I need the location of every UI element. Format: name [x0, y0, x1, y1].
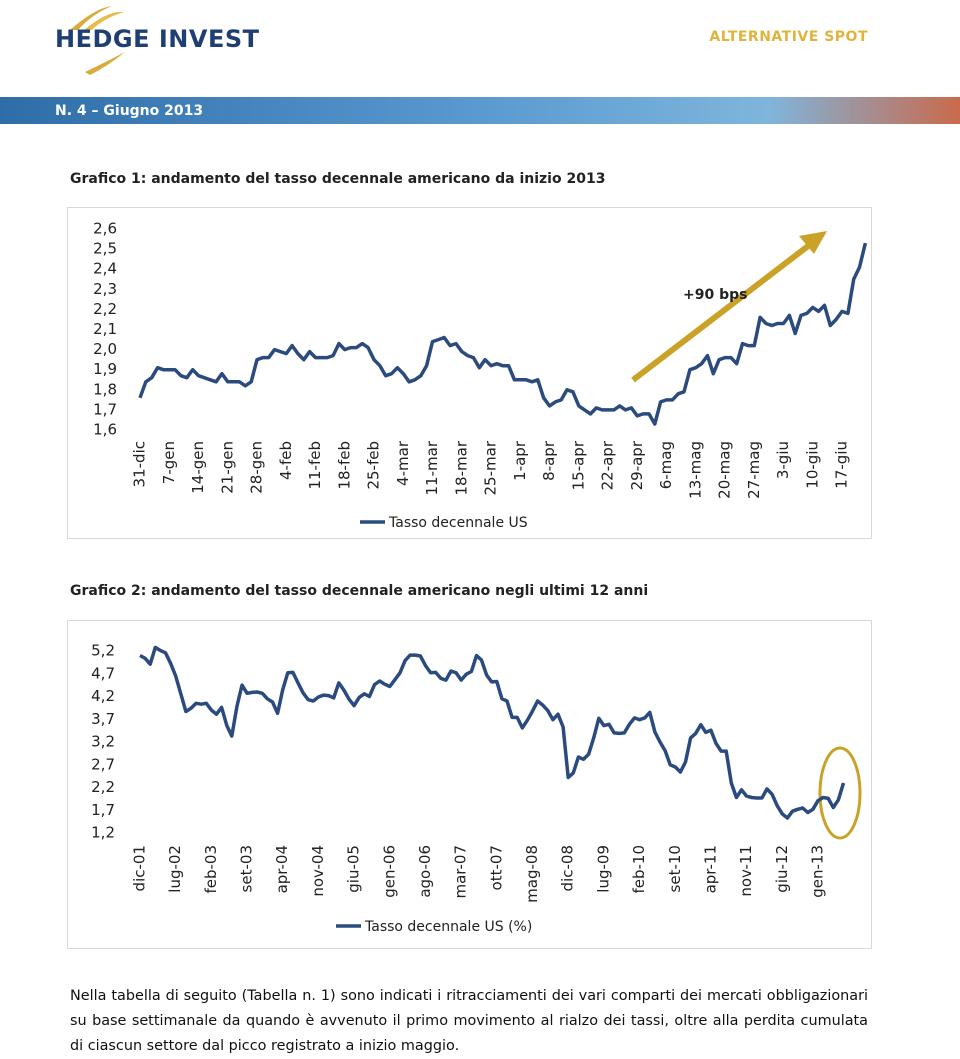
- x-tick-label: 6-mag: [657, 441, 675, 489]
- x-tick-label: 13-mag: [686, 441, 704, 499]
- x-tick-label: set-03: [238, 845, 256, 892]
- x-tick-label: apr-04: [273, 845, 291, 893]
- x-tick-label: 11-feb: [306, 441, 324, 490]
- y-tick-label: 1,9: [93, 360, 117, 378]
- y-tick-label: 2,1: [93, 320, 117, 338]
- y-tick-label: 2,2: [91, 778, 115, 796]
- chart-title: Grafico 2: andamento del tasso decennale…: [70, 583, 648, 599]
- section-label: ALTERNATIVE SPOT: [709, 29, 868, 45]
- paragraph: Nella tabella di seguito (Tabella n. 1) …: [70, 988, 868, 1054]
- y-tick-label: 2,7: [91, 755, 115, 773]
- x-tick-label: 17-giu: [833, 441, 851, 489]
- x-tick-label: 4-mar: [394, 440, 412, 486]
- x-tick-label: apr-11: [701, 845, 719, 893]
- x-tick-label: nov-11: [737, 845, 755, 897]
- x-tick-label: feb-03: [202, 845, 220, 894]
- logo: HEDGE INVEST: [55, 6, 260, 75]
- y-tick-label: 1,2: [91, 824, 115, 842]
- y-tick-label: 2,6: [93, 220, 117, 238]
- x-tick-label: 20-mag: [716, 441, 734, 499]
- y-tick-label: 1,7: [91, 801, 115, 819]
- trend-arrow: [631, 240, 814, 383]
- x-tick-label: ago-06: [416, 845, 434, 898]
- x-tick-label: 25-feb: [365, 441, 383, 490]
- x-tick-label: dic-01: [131, 845, 149, 891]
- y-tick-label: 1,8: [93, 380, 117, 398]
- x-tick-label: dic-08: [559, 845, 577, 891]
- y-tick-label: 4,2: [91, 687, 115, 705]
- x-tick-label: 18-mar: [452, 440, 470, 495]
- y-tick-label: 3,7: [91, 710, 115, 728]
- x-tick-label: 27-mag: [745, 441, 763, 499]
- legend-label: Tasso decennale US (%): [364, 919, 532, 935]
- y-tick-label: 1,6: [93, 421, 117, 439]
- x-tick-label: gen-06: [380, 845, 398, 898]
- annotation: +90 bps: [683, 287, 747, 303]
- legend-label: Tasso decennale US: [388, 515, 528, 531]
- chart-frame: [67, 620, 872, 949]
- y-tick-label: 1,7: [93, 400, 117, 418]
- arrow-head: [799, 231, 827, 254]
- banner: [0, 97, 960, 124]
- x-tick-label: set-10: [666, 845, 684, 892]
- logo-text: HEDGE INVEST: [55, 25, 260, 53]
- y-tick-label: 5,2: [91, 642, 115, 660]
- x-tick-label: 1-apr: [511, 440, 529, 481]
- x-tick-label: mar-07: [452, 845, 470, 899]
- y-tick-label: 2,0: [93, 340, 117, 358]
- x-tick-label: giu-05: [345, 845, 363, 893]
- x-tick-label: 3-giu: [774, 441, 792, 479]
- y-tick-label: 2,3: [93, 280, 117, 298]
- x-tick-label: giu-12: [773, 845, 791, 893]
- x-tick-label: ott-07: [487, 845, 505, 890]
- y-tick-label: 4,7: [91, 664, 115, 682]
- x-tick-label: 21-gen: [218, 441, 236, 494]
- y-tick-label: 3,2: [91, 733, 115, 751]
- chart-frame: [67, 207, 872, 539]
- x-tick-label: mag-08: [523, 845, 541, 903]
- x-tick-label: 28-gen: [248, 441, 266, 494]
- x-tick-label: 7-gen: [160, 441, 178, 484]
- x-tick-label: nov-04: [309, 845, 327, 897]
- x-tick-label: gen-13: [809, 845, 827, 898]
- x-tick-label: 25-mar: [482, 440, 500, 495]
- x-tick-label: 10-giu: [803, 441, 821, 489]
- data-line: [138, 242, 868, 426]
- x-tick-label: 29-apr: [628, 440, 646, 490]
- data-line: [139, 645, 846, 820]
- x-tick-label: 4-feb: [277, 441, 295, 480]
- x-tick-label: 8-apr: [540, 440, 558, 481]
- x-tick-label: 22-apr: [599, 440, 617, 490]
- highlight-ellipse: [818, 746, 862, 840]
- x-tick-label: 18-feb: [335, 441, 353, 490]
- y-tick-label: 2,4: [93, 260, 117, 278]
- x-tick-label: lug-09: [594, 845, 612, 893]
- chart-title: Grafico 1: andamento del tasso decennale…: [70, 171, 605, 187]
- x-tick-label: 15-apr: [569, 440, 587, 490]
- y-tick-label: 2,5: [93, 240, 117, 258]
- x-tick-label: feb-10: [630, 845, 648, 894]
- x-tick-label: 31-dic: [131, 441, 149, 487]
- x-tick-label: lug-02: [166, 845, 184, 893]
- issue-label: N. 4 – Giugno 2013: [55, 103, 203, 119]
- page-graphics: HEDGE INVEST ALTERNATIVE SPOT N. 4 – Giu…: [0, 6, 960, 949]
- x-tick-label: 14-gen: [189, 441, 207, 494]
- y-tick-label: 2,2: [93, 300, 117, 318]
- x-tick-label: 11-mar: [423, 440, 441, 495]
